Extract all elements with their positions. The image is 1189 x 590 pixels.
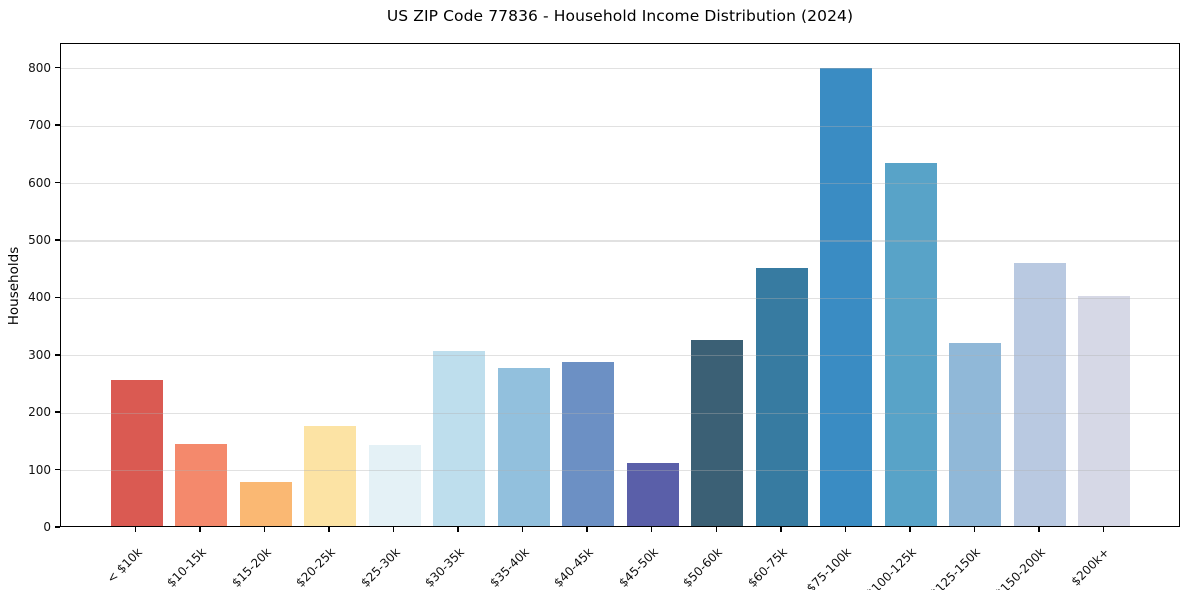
bar: [368, 445, 421, 526]
y-axis-label: Households: [6, 246, 22, 326]
bar: [755, 267, 808, 526]
bar: [884, 163, 937, 526]
x-tick-label: $25-30k: [357, 545, 403, 590]
x-tick-label: $35-40k: [486, 545, 532, 590]
x-tick-mark: [328, 527, 330, 532]
x-tick-label: $150-200k: [992, 545, 1048, 590]
x-tick-label: $200k+: [1068, 545, 1113, 589]
x-tick-mark: [715, 527, 718, 532]
x-tick-label: $40-45k: [551, 545, 597, 590]
x-tick-label: $50-60k: [680, 545, 726, 590]
gridline: [61, 125, 1179, 127]
y-tick-label: 700: [28, 118, 51, 133]
gridline: [61, 412, 1179, 414]
x-tick-label: $45-50k: [615, 545, 661, 590]
y-tick-mark: [55, 354, 60, 356]
gridline: [61, 68, 1179, 70]
y-tick-label: 500: [28, 232, 51, 247]
y-tick-label: 400: [28, 290, 51, 305]
x-tick-mark: [521, 527, 524, 532]
y-tick-label: 800: [28, 60, 51, 75]
y-tick-label: 100: [28, 462, 51, 477]
y-tick-label: 300: [28, 347, 51, 362]
x-tick-mark: [844, 527, 847, 532]
y-tick-label: 0: [43, 520, 51, 534]
bar: [175, 443, 228, 526]
y-tick-label: 200: [28, 405, 51, 420]
x-tick-mark: [134, 527, 137, 532]
x-tick-mark: [1038, 527, 1040, 532]
bar: [1078, 296, 1131, 526]
chart-title: US ZIP Code 77836 - Household Income Dis…: [386, 7, 854, 25]
y-tick-mark: [55, 66, 60, 69]
bar: [1013, 263, 1066, 526]
bar: [239, 481, 292, 526]
bar: [949, 342, 1002, 526]
x-tick-label: $15-20k: [228, 545, 274, 590]
gridline: [61, 297, 1179, 299]
x-tick-label: $10-15k: [164, 545, 209, 590]
x-tick-label: $75-100k: [804, 545, 855, 590]
x-tick-mark: [199, 527, 201, 532]
x-tick-label: < $10k: [103, 545, 145, 586]
x-tick-mark: [392, 527, 395, 532]
plot-area: [60, 43, 1180, 527]
bar: [433, 350, 486, 526]
y-tick-mark: [55, 526, 60, 528]
y-tick-mark: [55, 411, 60, 413]
y-tick-mark: [55, 296, 60, 299]
gridline: [61, 469, 1179, 472]
y-tick-mark: [55, 239, 60, 241]
bar: [820, 67, 873, 526]
bar: [691, 339, 744, 526]
x-tick-mark: [586, 527, 588, 532]
bar: [110, 379, 163, 526]
y-tick-mark: [55, 124, 60, 126]
gridline: [61, 355, 1179, 357]
y-tick-mark: [55, 468, 60, 471]
x-tick-mark: [1102, 527, 1105, 532]
y-tick-label: 600: [28, 175, 51, 190]
x-tick-label: $60-75k: [744, 545, 790, 590]
x-tick-mark: [457, 527, 459, 532]
x-tick-label: $20-25k: [293, 545, 339, 590]
bar: [304, 426, 357, 526]
x-tick-label: $100-125k: [863, 545, 919, 590]
y-tick-mark: [55, 181, 60, 184]
gridline: [61, 240, 1179, 242]
x-tick-mark: [650, 527, 653, 532]
x-tick-mark: [973, 527, 976, 532]
bar: [562, 362, 615, 526]
x-tick-label: $125-150k: [927, 545, 984, 590]
x-tick-mark: [263, 527, 266, 532]
bar: [626, 462, 679, 526]
bar: [497, 368, 550, 526]
x-tick-mark: [780, 527, 782, 532]
x-tick-mark: [909, 527, 911, 532]
gridline: [61, 182, 1179, 185]
x-tick-label: $30-35k: [422, 545, 468, 590]
